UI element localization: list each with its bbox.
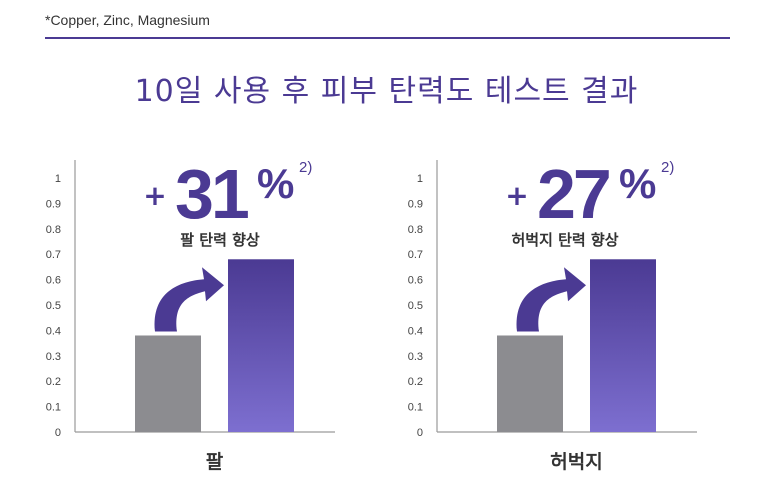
y-tick-label: 1 (55, 173, 61, 185)
improvement-caption: 허벅지 탄력 향상 (511, 231, 618, 249)
y-tick-label: 0.4 (408, 325, 423, 337)
y-tick-label: 0.3 (408, 351, 423, 363)
y-tick-label: 0.4 (46, 325, 61, 337)
y-tick-label: 0.6 (408, 275, 423, 287)
y-tick-label: 0.7 (46, 249, 61, 261)
y-tick-label: 0.1 (46, 402, 61, 414)
y-tick-label: 0.5 (46, 300, 61, 312)
y-tick-label: 0.1 (408, 402, 423, 414)
bar-before (135, 335, 201, 432)
y-tick-label: 0 (55, 427, 61, 439)
x-axis-label: 허벅지 (550, 451, 602, 473)
footnote-superscript: 2) (299, 159, 312, 176)
increase-arrow-icon (516, 267, 586, 332)
plus-sign: + (143, 179, 166, 212)
y-tick-label: 0.6 (46, 275, 61, 287)
chart-title: 10일 사용 후 피부 탄력도 테스트 결과 (134, 74, 639, 109)
bar-after (228, 259, 294, 432)
percent-sign: % (257, 160, 294, 207)
improvement-caption: 팔 탄력 향상 (180, 231, 260, 249)
y-tick-label: 0.7 (408, 249, 423, 261)
chart-1: 0 0.1 0.2 0.3 0.4 0.5 0.6 0.7 0.8 0.9 1 +31% 2) 팔 탄력 … (46, 155, 335, 473)
y-tick-label: 0.2 (46, 376, 61, 388)
bar-after (590, 259, 656, 432)
y-tick-label: 0.9 (408, 198, 423, 210)
increase-value: 31 (175, 155, 248, 233)
y-tick-label: 0.8 (408, 224, 423, 236)
y-tick-label: 0.2 (408, 376, 423, 388)
plus-sign: + (505, 179, 528, 212)
footnote-superscript: 2) (661, 159, 674, 176)
y-tick-label: 0.5 (408, 300, 423, 312)
y-tick-label: 0 (417, 427, 423, 439)
divider (45, 37, 730, 39)
y-tick-label: 0.9 (46, 198, 61, 210)
bar-before (497, 335, 563, 432)
x-axis-label: 팔 (206, 451, 224, 473)
chart-2: 0 0.1 0.2 0.3 0.4 0.5 0.6 0.7 0.8 0.9 1 +27% 2) 허벅지 탄… (408, 155, 697, 473)
footnote: *Copper, Zinc, Magnesium (45, 12, 210, 28)
y-tick-label: 0.3 (46, 351, 61, 363)
increase-arrow-icon (154, 267, 224, 332)
percent-sign: % (619, 160, 656, 207)
y-tick-label: 1 (417, 173, 423, 185)
y-tick-label: 0.8 (46, 224, 61, 236)
increase-value: 27 (537, 155, 609, 233)
